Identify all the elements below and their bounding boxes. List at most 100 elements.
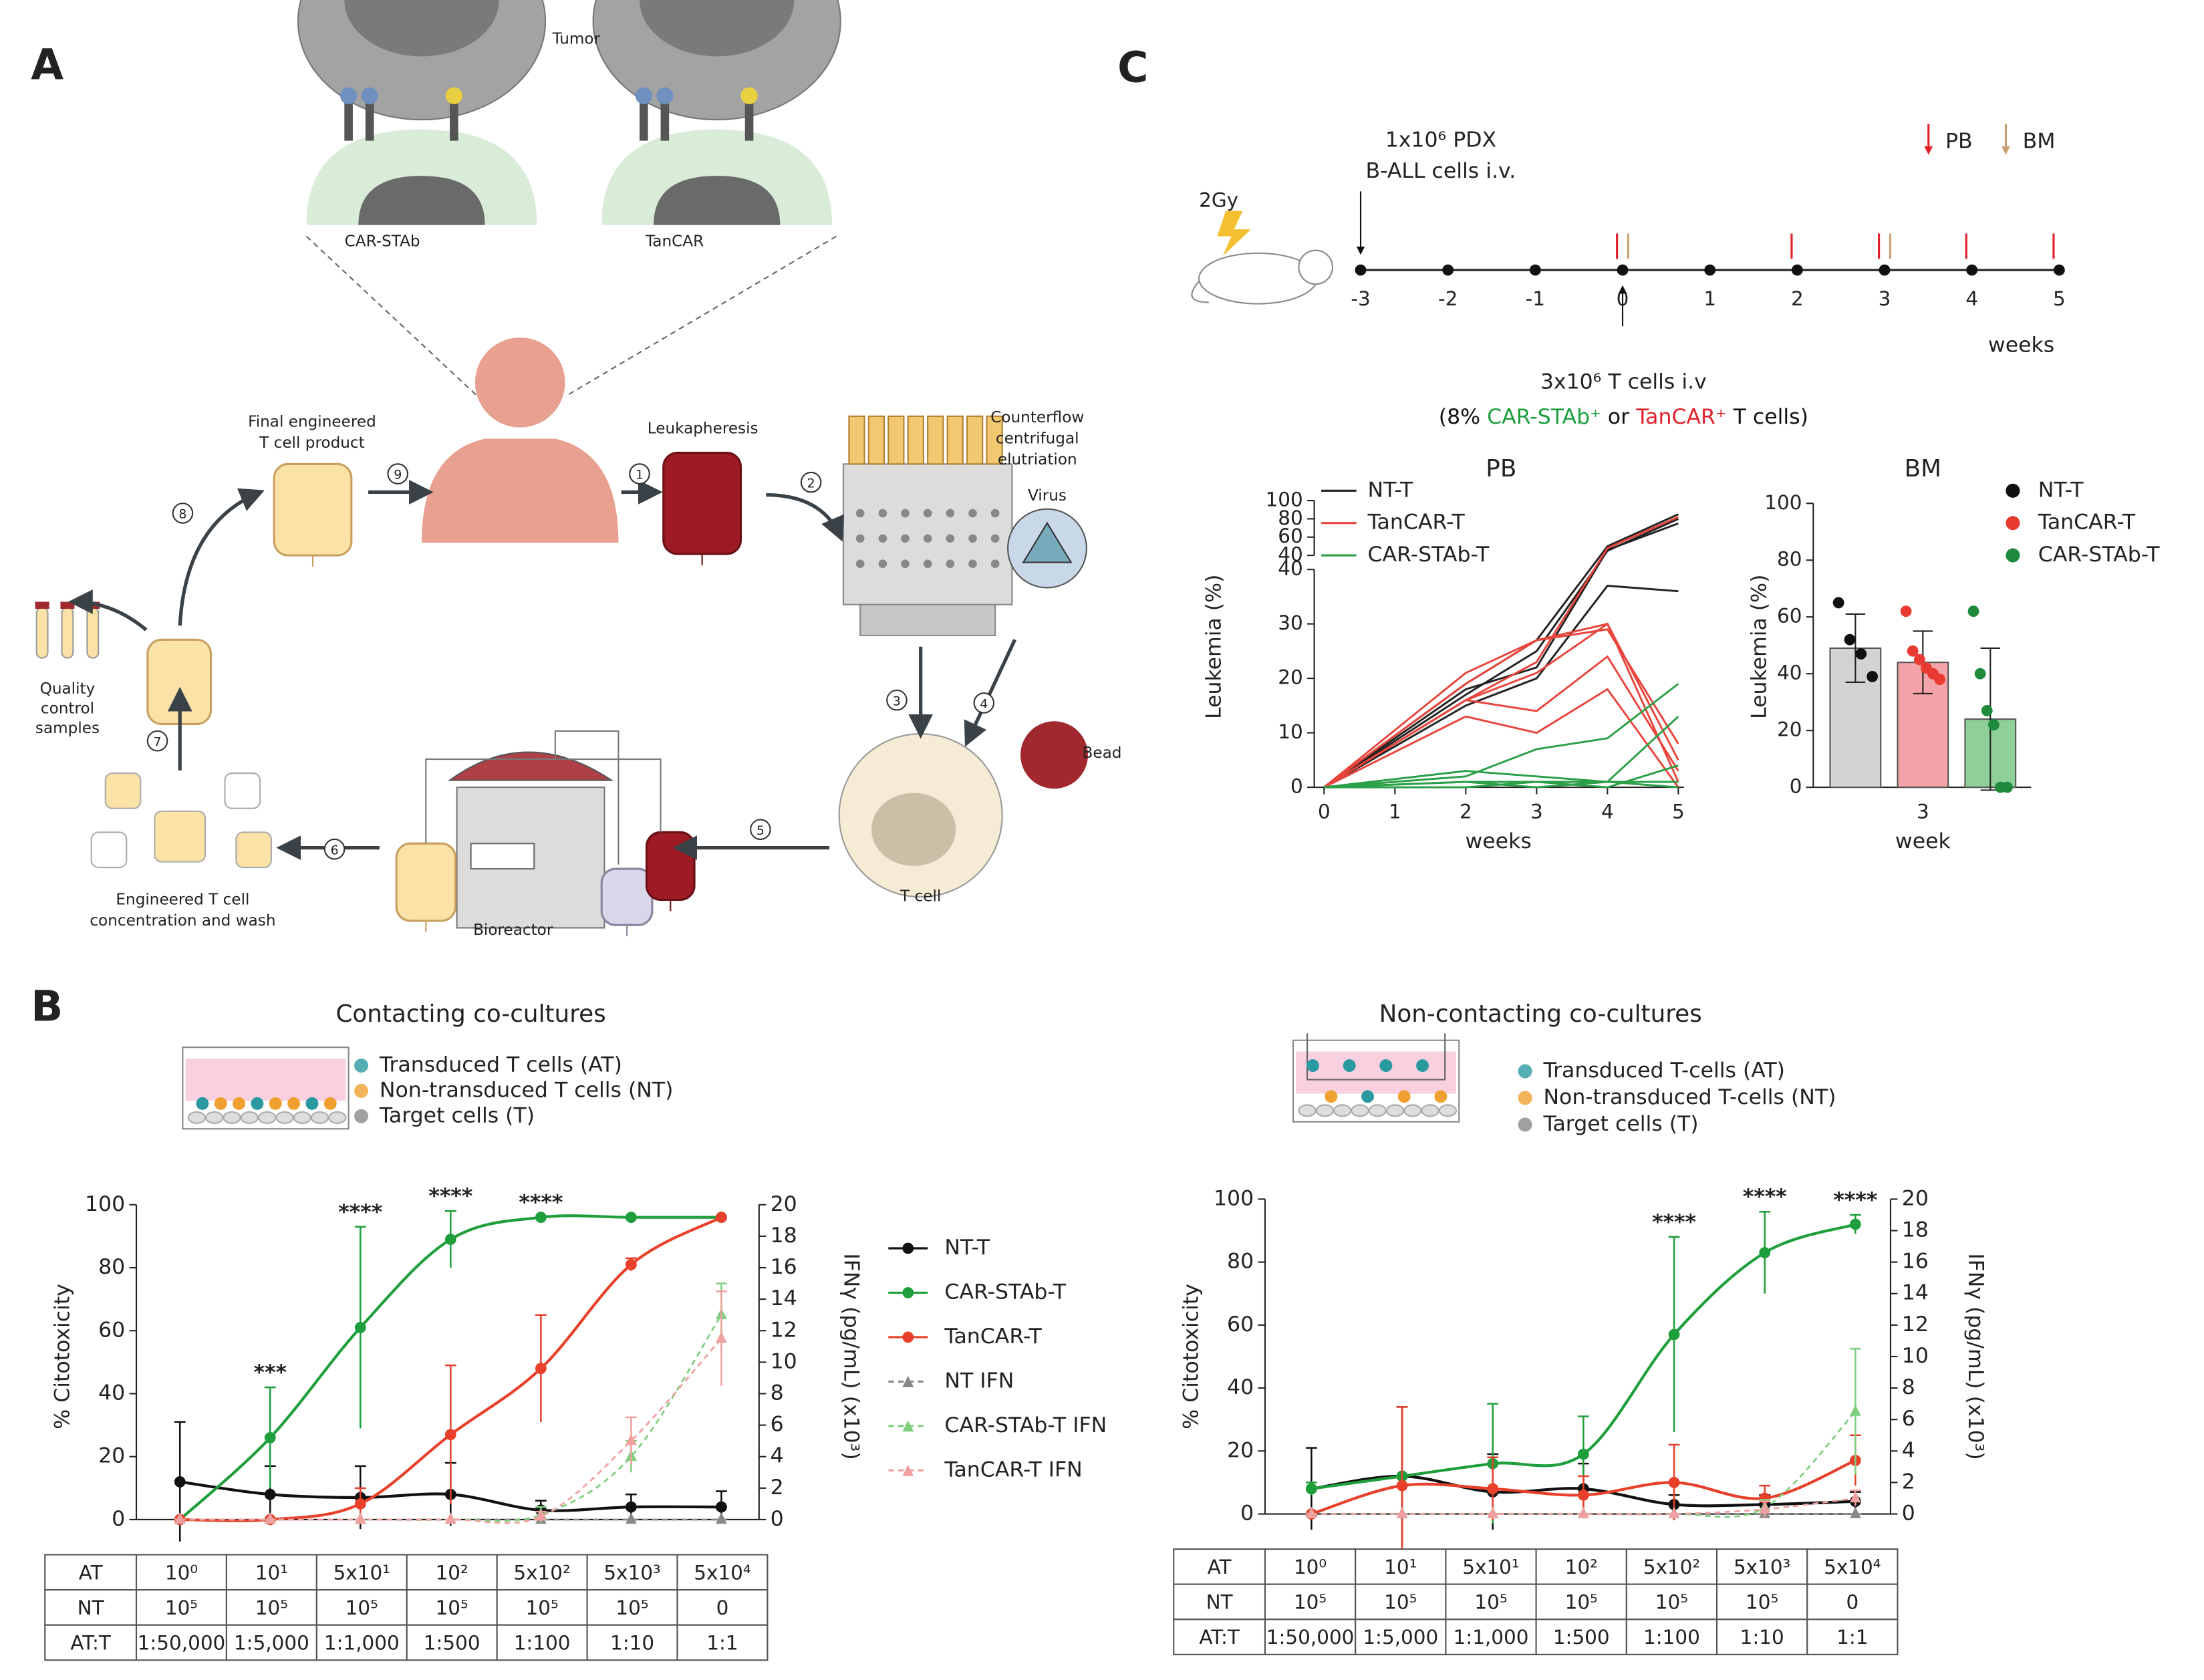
legend-marker: [902, 1420, 914, 1432]
x-tick-label: 3: [1917, 800, 1929, 823]
y2-tick-label: 20: [1902, 1186, 1929, 1210]
receptor: [660, 98, 670, 141]
cell-bag: [154, 810, 206, 863]
legend-marker: [902, 1331, 914, 1343]
table-text: 10⁵: [1746, 1591, 1778, 1614]
t-cell-dot: [1434, 1090, 1448, 1103]
step-circle: [323, 838, 346, 860]
t-cell-dot: [1416, 1059, 1429, 1073]
machine-chamber: [986, 415, 1003, 465]
legend-marker: [1518, 1091, 1532, 1105]
tubing: [425, 730, 662, 865]
table-text: 5x10¹: [1462, 1556, 1519, 1578]
table-cell: [1535, 1619, 1627, 1655]
panel-label: B: [31, 982, 63, 1031]
data-point: [625, 1433, 637, 1445]
timeline-tick-label: 1: [1703, 287, 1716, 310]
label: (8% CAR-STAb⁺ or TanCAR⁺ T cells): [1439, 405, 1808, 429]
label: Bioreactor: [473, 922, 553, 939]
target-cell: [275, 1111, 294, 1124]
y-tick-label: 20: [98, 1444, 125, 1468]
target-cell: [1421, 1104, 1439, 1117]
machine-chamber: [927, 415, 944, 465]
y2-tick-label: 14: [771, 1286, 797, 1310]
y-tick-label: 60: [1278, 525, 1302, 547]
significance: ****: [428, 1184, 472, 1208]
table-text: 1:100: [514, 1632, 571, 1655]
machine-knob: [901, 559, 910, 569]
significance: ****: [1743, 1185, 1787, 1209]
table-cell: [406, 1554, 498, 1591]
timeline-tick-label: -3: [1351, 287, 1370, 310]
data-point: [1849, 1507, 1861, 1518]
data-point: [174, 1512, 186, 1524]
data-point: [1987, 719, 2000, 731]
table-cell: [1535, 1548, 1627, 1585]
step-circle: [629, 463, 650, 484]
table-cell: [586, 1589, 678, 1626]
y2-tick-label: 16: [1902, 1250, 1929, 1274]
table-cell: [1173, 1619, 1266, 1655]
label-line: T cell product: [259, 434, 365, 451]
table-text: 1:1: [1836, 1626, 1868, 1649]
step-number: 8: [178, 507, 186, 522]
table-cell: [1264, 1548, 1357, 1585]
machine-knob: [878, 509, 887, 518]
data-point: [1974, 668, 1986, 680]
table-cell: [1445, 1583, 1537, 1621]
label-line: samples: [35, 719, 100, 736]
data-point: [1967, 605, 1979, 617]
table-text: 10⁰: [1294, 1556, 1327, 1578]
label-line: centrifugal: [996, 430, 1079, 447]
legend-label: CAR-STAb-T: [1368, 543, 1490, 567]
y2-tick-label: 10: [1902, 1344, 1929, 1368]
table-text: 1:1: [706, 1632, 738, 1655]
y-tick-label: 0: [1240, 1502, 1254, 1526]
timeline-tick-label: 2: [1791, 287, 1804, 310]
data-point: [1849, 1491, 1861, 1503]
mouse-line: [1324, 770, 1679, 789]
timeline-tick-label: 4: [1965, 287, 1978, 310]
x-axis-label: week: [1895, 829, 1951, 853]
dashed-line: [564, 235, 837, 398]
tumor-nucleus: [640, 0, 795, 57]
step-circle: [750, 819, 771, 840]
significance: ****: [1833, 1188, 1877, 1212]
bag: [600, 867, 654, 926]
y-tick-label: 100: [1764, 491, 1802, 514]
machine-knob: [946, 534, 955, 543]
table-text: 10⁰: [165, 1561, 198, 1584]
data-point: [1487, 1483, 1499, 1495]
label-line: B-ALL cells i.v.: [1366, 159, 1516, 183]
timeline-point: [1879, 264, 1891, 276]
dashed-line: [305, 235, 478, 398]
target-cell: [293, 1111, 311, 1124]
timeline-tick-label: -2: [1438, 287, 1458, 310]
label-line: elutriation: [998, 451, 1077, 468]
machine-chamber: [887, 415, 905, 465]
table-cell: [1625, 1548, 1718, 1585]
y-tick-label: 20: [1278, 666, 1302, 689]
t-cell-dot: [269, 1097, 282, 1110]
table-text: 5x10³: [1734, 1556, 1790, 1578]
machine-chamber: [966, 415, 984, 465]
data-point: [625, 1512, 637, 1524]
legend-label: PB: [1945, 130, 1973, 154]
table-text: 0: [1846, 1591, 1859, 1614]
timeline-point: [1617, 264, 1629, 276]
y-tick-label: 40: [1777, 662, 1802, 684]
legend-marker: [354, 1083, 369, 1098]
table-text: 1:10: [1740, 1626, 1784, 1649]
panel-label: A: [31, 39, 63, 89]
receptor-head: [635, 87, 652, 104]
machine-chamber: [907, 415, 924, 465]
y2-tick-label: 6: [771, 1413, 784, 1437]
step-number: 5: [756, 823, 765, 838]
x-tick-label: 3: [1530, 800, 1543, 823]
y-tick-label: 80: [1278, 507, 1302, 529]
legend-marker: [2006, 483, 2020, 498]
machine-knob: [946, 559, 955, 569]
machine-base: [859, 603, 996, 637]
table-cell: [135, 1624, 227, 1661]
